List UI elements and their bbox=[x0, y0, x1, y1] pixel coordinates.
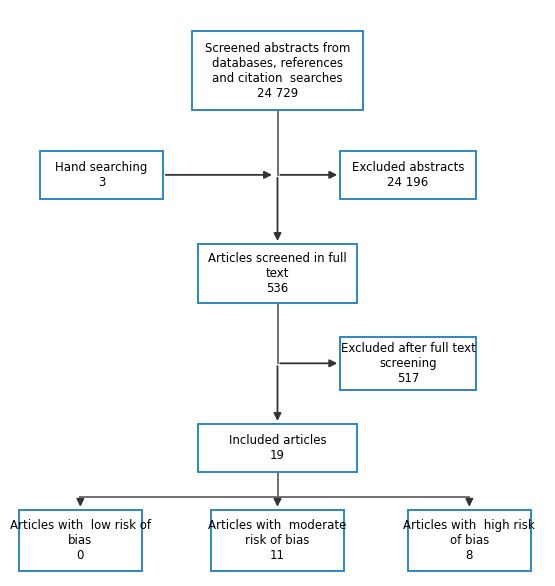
FancyBboxPatch shape bbox=[41, 151, 163, 199]
FancyBboxPatch shape bbox=[19, 510, 142, 571]
Text: Articles with  high risk
of bias
8: Articles with high risk of bias 8 bbox=[403, 519, 535, 562]
FancyBboxPatch shape bbox=[340, 151, 476, 199]
Text: Screened abstracts from
databases, references
and citation  searches
24 729: Screened abstracts from databases, refer… bbox=[205, 42, 350, 100]
Text: Articles with  moderate
risk of bias
11: Articles with moderate risk of bias 11 bbox=[208, 519, 347, 562]
FancyBboxPatch shape bbox=[408, 510, 531, 571]
Text: Excluded after full text
screening
517: Excluded after full text screening 517 bbox=[341, 342, 476, 385]
Text: Hand searching
3: Hand searching 3 bbox=[56, 161, 148, 189]
FancyBboxPatch shape bbox=[211, 510, 344, 571]
Text: Articles with  low risk of
bias
0: Articles with low risk of bias 0 bbox=[10, 519, 151, 562]
FancyBboxPatch shape bbox=[340, 336, 476, 390]
FancyBboxPatch shape bbox=[192, 32, 363, 110]
FancyBboxPatch shape bbox=[198, 244, 357, 303]
FancyBboxPatch shape bbox=[198, 424, 357, 472]
Text: Excluded abstracts
24 196: Excluded abstracts 24 196 bbox=[352, 161, 465, 189]
Text: Included articles
19: Included articles 19 bbox=[229, 434, 326, 462]
Text: Articles screened in full
text
536: Articles screened in full text 536 bbox=[208, 252, 347, 295]
